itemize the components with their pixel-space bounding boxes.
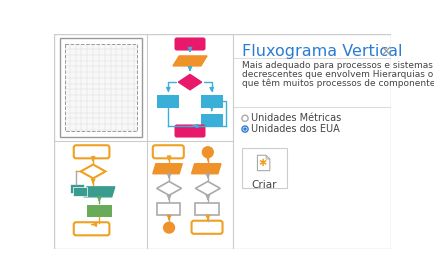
FancyBboxPatch shape: [156, 203, 180, 215]
FancyBboxPatch shape: [152, 145, 184, 158]
FancyBboxPatch shape: [74, 222, 109, 235]
Text: Unidades Métricas: Unidades Métricas: [251, 113, 341, 123]
Polygon shape: [178, 74, 201, 90]
FancyBboxPatch shape: [174, 124, 205, 137]
Circle shape: [163, 222, 174, 233]
Circle shape: [241, 126, 247, 132]
FancyBboxPatch shape: [54, 34, 391, 249]
Polygon shape: [257, 155, 269, 171]
Polygon shape: [156, 181, 181, 195]
FancyBboxPatch shape: [87, 204, 112, 217]
Circle shape: [202, 147, 213, 158]
Text: que têm muitos processos de componentes.: que têm muitos processos de componentes.: [241, 78, 434, 88]
Polygon shape: [195, 181, 220, 195]
Text: ×: ×: [379, 44, 391, 59]
Text: decrescentes que envolvem Hierarquias ou: decrescentes que envolvem Hierarquias ou: [241, 70, 434, 79]
FancyBboxPatch shape: [201, 95, 222, 108]
Polygon shape: [152, 164, 182, 174]
FancyBboxPatch shape: [191, 221, 222, 234]
Text: Criar: Criar: [251, 180, 276, 190]
Text: ✱: ✱: [258, 158, 266, 167]
FancyBboxPatch shape: [201, 114, 222, 126]
FancyBboxPatch shape: [73, 187, 87, 196]
FancyBboxPatch shape: [65, 44, 136, 131]
Circle shape: [241, 115, 247, 121]
FancyBboxPatch shape: [74, 145, 109, 158]
Polygon shape: [265, 155, 269, 159]
FancyBboxPatch shape: [174, 38, 205, 50]
FancyBboxPatch shape: [70, 184, 84, 193]
Polygon shape: [173, 56, 207, 66]
Circle shape: [243, 127, 246, 131]
Polygon shape: [84, 187, 115, 197]
Text: Unidades dos EUA: Unidades dos EUA: [251, 124, 339, 134]
FancyBboxPatch shape: [241, 148, 286, 188]
FancyBboxPatch shape: [157, 95, 179, 108]
FancyBboxPatch shape: [195, 203, 218, 215]
Polygon shape: [191, 164, 220, 174]
FancyBboxPatch shape: [59, 38, 141, 137]
Text: Fluxograma Vertical: Fluxograma Vertical: [241, 44, 401, 59]
Polygon shape: [81, 164, 105, 178]
Text: Mais adequado para processos e sistemas: Mais adequado para processos e sistemas: [241, 61, 432, 70]
